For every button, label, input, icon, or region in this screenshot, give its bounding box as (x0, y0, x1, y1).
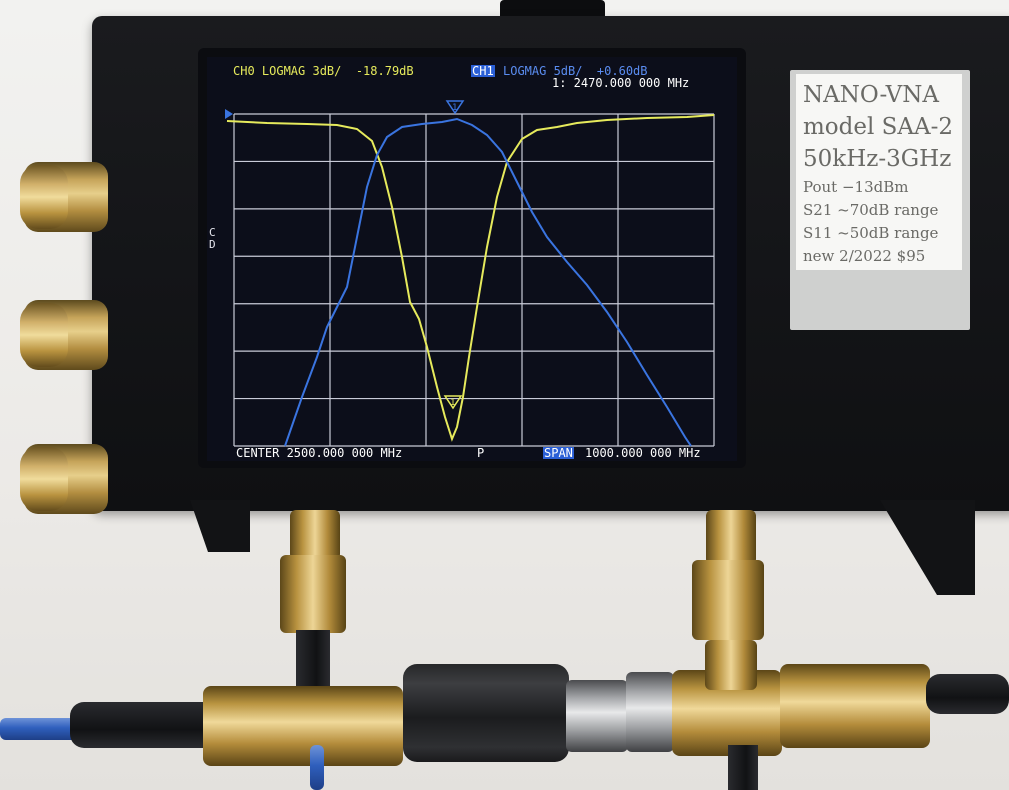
marker-1-ch0 (443, 395, 463, 410)
left-sma-cap-2 (20, 303, 68, 367)
sticker-line-1: NANO-VNA (803, 82, 940, 108)
left-sma-cap-3 (20, 447, 68, 511)
ch1-trace-line (284, 117, 692, 447)
device-foot-left (190, 500, 250, 552)
top-cable-connector (500, 0, 605, 20)
brass-adapter-left (203, 686, 403, 766)
lcd-graph: 11 (225, 100, 715, 447)
span-value: 1000.000 000 MHz (585, 446, 701, 460)
marker-1-ch0-label: 1 (450, 398, 455, 408)
label-sticker (796, 74, 962, 270)
blue-cable-left (0, 718, 80, 740)
ch0-trace-line (226, 114, 715, 442)
left-sma-cap-1 (20, 165, 68, 229)
side-label-d: D (209, 238, 216, 251)
silver-adapter (566, 680, 628, 752)
device-foot-right (880, 500, 975, 595)
ch0-header: CH0 LOGMAG 3dB/ -18.79dB (233, 64, 414, 78)
port1-sma-neck (290, 510, 340, 560)
sticker-line-6: S11 ~50dB range (803, 224, 939, 242)
marker-1-ch1 (445, 100, 465, 115)
span-tag: SPAN (543, 446, 574, 460)
marker-readout: 1: 2470.000 000 MHz (552, 76, 690, 90)
marker-1-ch1-label: 1 (452, 103, 457, 113)
brass-adapter-right (780, 664, 930, 748)
pause-indicator: P (477, 446, 485, 460)
sticker-line-4: Pout −13dBm (803, 178, 909, 196)
sticker-line-2: model SAA-2 (803, 114, 954, 140)
ch1-tag: CH1 (471, 64, 495, 78)
attenuator-body (403, 664, 569, 762)
sticker-line-5: S21 ~70dB range (803, 201, 939, 219)
silver-nut (626, 672, 674, 752)
port2-sma-neck (706, 510, 756, 565)
side-label-c: C (209, 226, 216, 239)
sticker-line-3: 50kHz-3GHz (803, 146, 952, 172)
port2-sma-nut (692, 560, 764, 640)
center-frequency-label: CENTER 2500.000 000 MHz (236, 446, 403, 460)
tee-down-cable (728, 745, 758, 790)
port1-sma-nut (280, 555, 346, 633)
tee-vertical-stub (705, 640, 757, 690)
blue-cable-down (310, 745, 324, 790)
reference-level-marker (225, 109, 233, 119)
ch1-header: LOGMAG 5dB/ +0.60dB (503, 64, 648, 78)
heatshrink-right (926, 674, 1009, 714)
heatshrink-left (70, 702, 220, 748)
sticker-line-7: new 2/2022 $95 (803, 247, 926, 265)
